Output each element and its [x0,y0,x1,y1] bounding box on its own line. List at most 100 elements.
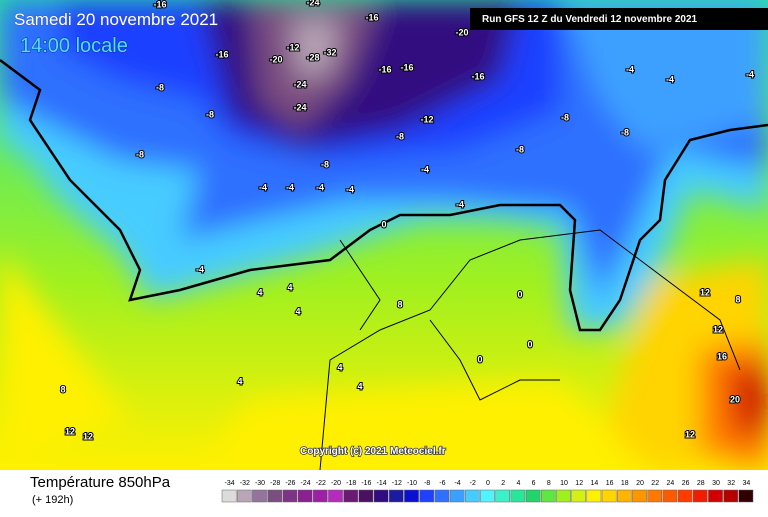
map-label: -4 [286,182,294,192]
map-label: 12 [700,287,710,297]
map-label: -8 [321,159,329,169]
legend-swatch [221,489,237,503]
legend-value: -20 [331,480,341,487]
legend-swatch [388,489,404,503]
map-label: -4 [196,264,204,274]
legend-swatch [510,489,526,503]
map-label: 4 [357,381,362,391]
legend-value: -18 [346,480,356,487]
legend-value: -26 [285,480,295,487]
legend-value: -24 [301,480,311,487]
legend-value: 24 [667,480,675,487]
legend-value: 22 [651,480,659,487]
legend-swatch [328,489,343,503]
legend-value: 2 [501,480,505,487]
map-label: -28 [306,52,319,62]
map-label: -16 [471,71,484,81]
legend-swatch [434,489,450,503]
map-label: -12 [286,42,299,52]
legend-value: 28 [697,480,705,487]
legend-value: -34 [225,480,235,487]
map-label: 4 [257,287,262,297]
legend-swatch [647,489,663,503]
legend-swatch [495,489,511,503]
map-label: -16 [215,49,228,59]
map-label: -4 [666,74,674,84]
map-label: -8 [156,82,164,92]
legend-swatch [586,489,602,503]
map-label: -24 [306,0,319,7]
legend-value: 14 [591,480,599,487]
legend-swatch [632,489,647,503]
time-title: 14:00 locale [20,35,128,57]
legend-value: -4 [454,480,460,487]
map-label: -4 [626,64,634,74]
map-label: -16 [365,12,378,22]
legend: -34 -32 -30 -28 -26 -24 -22 -20 -18 -16 -14 -12 -10-… [221,480,754,503]
legend-value: -30 [255,480,265,487]
map-label: -4 [316,182,324,192]
legend-swatch [556,489,571,503]
legend-swatch [404,489,419,503]
map-label: -8 [206,109,214,119]
run-box [470,8,768,30]
map-label: 20 [730,394,740,404]
map-label: 12 [713,324,723,334]
map-label: -8 [516,144,524,154]
footer-lead: (+ 192h) [32,494,73,506]
legend-value: -8 [424,480,430,487]
legend-value: 12 [575,480,583,487]
map-label: -24 [293,79,306,89]
legend-value: -2 [470,480,476,487]
legend-swatch [738,489,754,503]
legend-value: -28 [270,480,280,487]
legend-swatch [312,489,328,503]
map-field [0,0,768,471]
legend-swatch [677,489,693,503]
map-label: -8 [561,112,569,122]
map-label: -12 [420,114,433,124]
map-label: 8 [60,384,65,394]
legend-swatch [236,489,252,503]
map-label: 12 [685,429,695,439]
legend-value: 20 [636,480,644,487]
map-label: 8 [735,294,740,304]
map-label: 0 [477,354,482,364]
map-label: -4 [259,182,267,192]
map-label: 4 [237,376,242,386]
legend-value: 18 [621,480,629,487]
legend-value: -6 [439,480,445,487]
legend-value: 10 [560,480,568,487]
legend-swatch [662,489,678,503]
legend-swatch [525,489,541,503]
legend-swatch [252,489,267,503]
map-label: -8 [396,131,404,141]
legend-swatch [267,489,283,503]
legend-value: 8 [547,480,551,487]
legend-value: -14 [377,480,387,487]
map-label: -24 [293,102,306,112]
map-label: 12 [83,431,93,441]
map-label: 4 [287,282,292,292]
date-title: Samedi 20 novembre 2021 [14,10,218,29]
map-label: -32 [323,47,336,57]
legend-swatch [419,489,435,503]
legend-value: -32 [240,480,250,487]
run-info: Run GFS 12 Z du Vendredi 12 novembre 202… [482,14,698,25]
legend-swatch [616,489,632,503]
map-label: -8 [136,149,144,159]
legend-swatch [449,489,465,503]
map-label: -16 [378,64,391,74]
map-label: 0 [381,219,386,229]
map-label: -20 [455,27,468,37]
legend-value: 6 [532,480,536,487]
legend-swatch [464,489,480,503]
legend-value: 32 [727,480,735,487]
legend-value: 4 [516,480,520,487]
legend-value: 16 [606,480,614,487]
map-label: 4 [337,362,342,372]
map-label: 0 [517,289,522,299]
map-label: 8 [397,299,402,309]
legend-swatch [692,489,708,503]
